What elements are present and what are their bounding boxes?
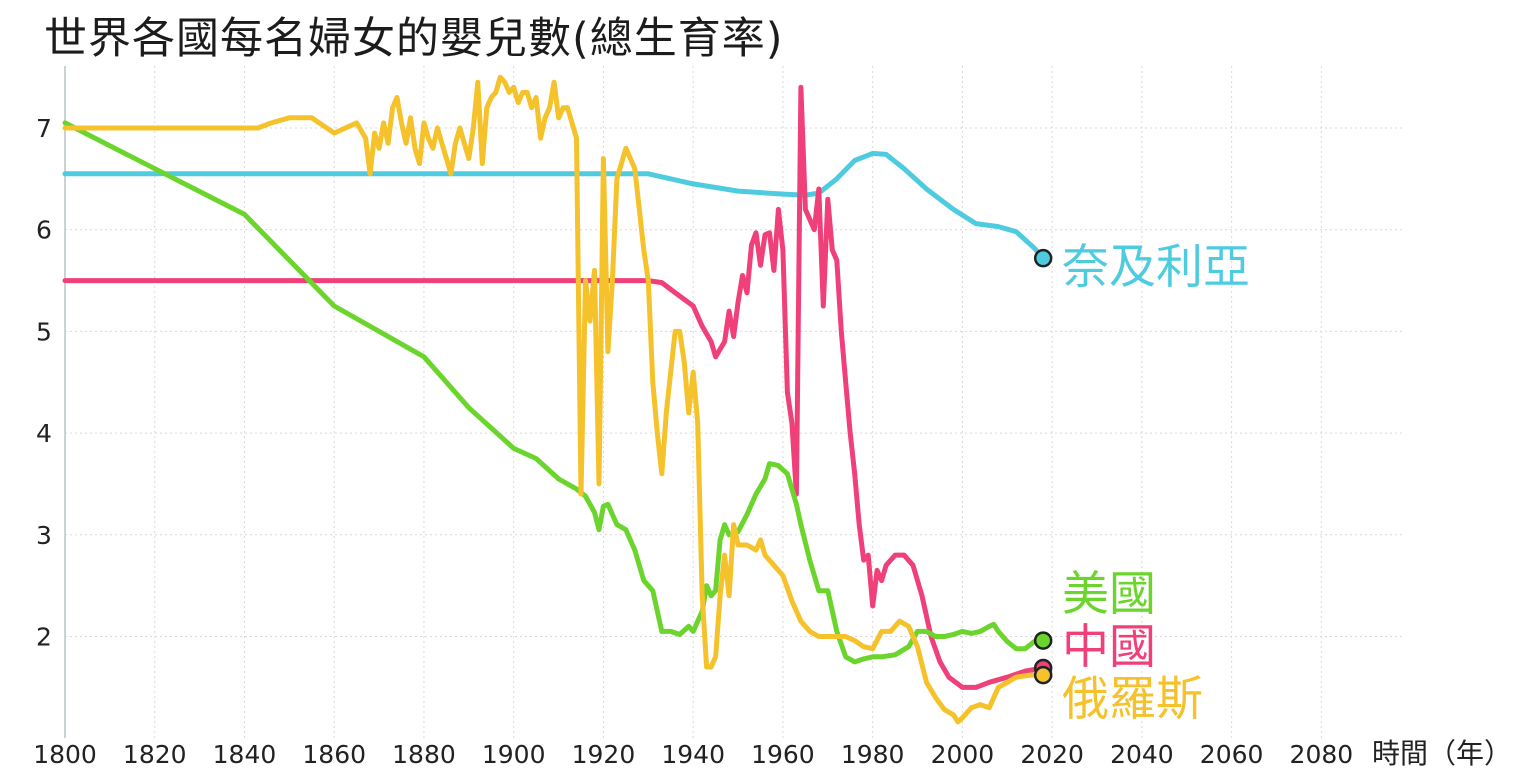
- end-marker-俄羅斯: [1033, 665, 1053, 685]
- x-tick-label: 1800: [33, 740, 97, 769]
- series-line-美國: [62, 120, 1046, 665]
- series-label-美國: 美國: [1062, 567, 1156, 622]
- x-tick-label: 2000: [931, 740, 995, 769]
- y-tick-label: 7: [36, 114, 52, 143]
- series-line-俄羅斯: [62, 74, 1046, 725]
- x-tick-label: 2020: [1020, 740, 1084, 769]
- x-tick-label: 1880: [392, 740, 456, 769]
- x-tick-label: 1920: [572, 740, 636, 769]
- series-label-俄羅斯: 俄羅斯: [1062, 672, 1203, 727]
- x-tick-label: 1840: [213, 740, 277, 769]
- x-tick-label: 1960: [751, 740, 815, 769]
- y-tick-label: 5: [36, 317, 52, 346]
- x-tick-label: 1860: [302, 740, 366, 769]
- y-tick-label: 6: [36, 216, 52, 245]
- end-marker-美國: [1033, 631, 1053, 650]
- chart-title: 世界各國每名婦女的嬰兒數(總生育率): [44, 14, 784, 64]
- x-tick-label: 1820: [123, 740, 187, 769]
- y-tick-label: 2: [36, 623, 52, 652]
- x-tick-label: 2040: [1110, 740, 1174, 769]
- series-line-中國: [62, 84, 1046, 690]
- series-label-奈及利亞: 奈及利亞: [1062, 240, 1250, 295]
- x-tick-label: 1940: [661, 740, 725, 769]
- x-axis-label: 時間（年）: [1372, 737, 1512, 770]
- series-label-中國: 中國: [1062, 620, 1156, 675]
- x-tick-label: 1900: [482, 740, 546, 769]
- grid-layer: [65, 66, 1405, 738]
- x-tick-label: 2080: [1290, 740, 1354, 769]
- y-tick-label: 4: [36, 419, 52, 448]
- end-marker-奈及利亞: [1033, 248, 1053, 268]
- x-tick-label: 2060: [1200, 740, 1264, 769]
- series-layer: [62, 74, 1046, 725]
- axis-layer: 1800 1820 1840 1860 1880 1900 1920 1940 1960 1980…: [33, 66, 1512, 770]
- x-tick-label: 1980: [841, 740, 905, 769]
- series-line-奈及利亞: [62, 150, 1046, 261]
- y-tick-label: 3: [36, 521, 52, 550]
